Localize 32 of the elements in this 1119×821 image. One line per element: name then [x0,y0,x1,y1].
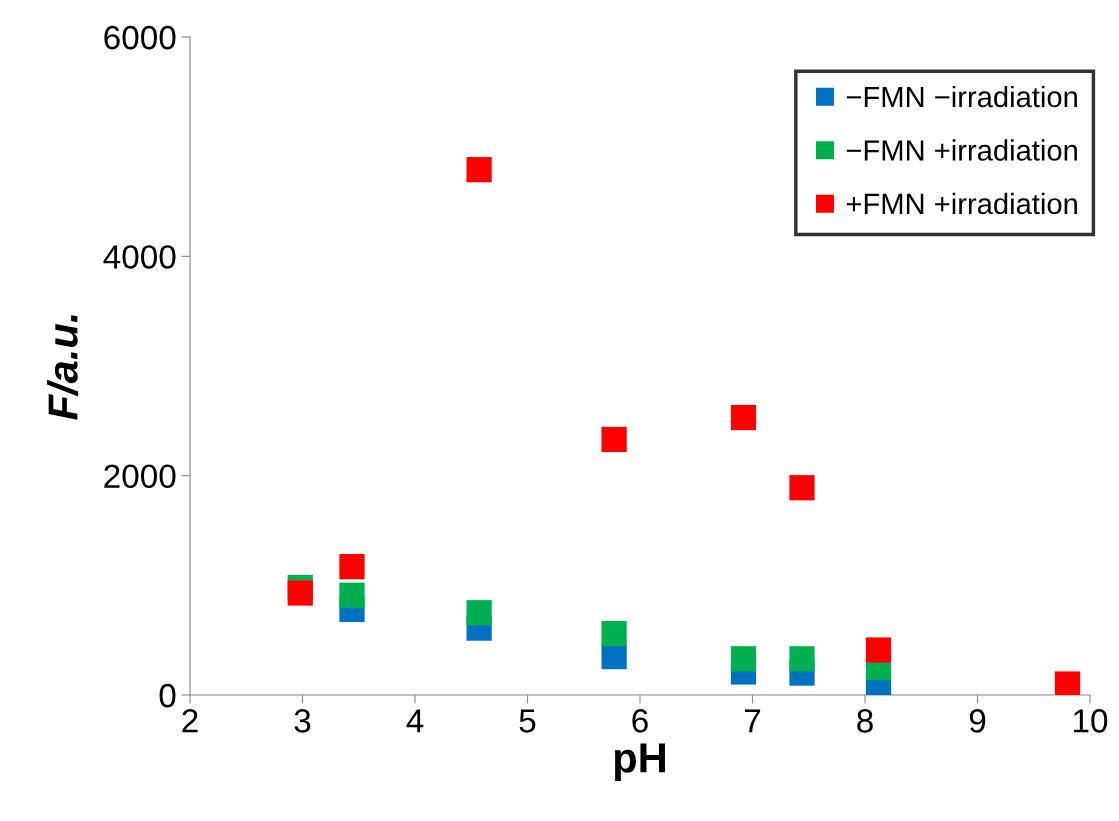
x-tick-label: 10 [1074,709,1108,733]
x-tick-label: 3 [294,709,311,733]
legend-label: +FMN +irradiation [846,192,1077,215]
point [466,157,492,183]
point [789,646,815,672]
legend-label: −FMN +irradiation [846,139,1077,161]
x-tick-label: 6 [632,709,648,733]
point [1054,671,1081,695]
point [865,637,892,663]
point [730,404,757,431]
x-tick-label: 8 [857,709,873,733]
x-tick-label: 4 [406,709,424,733]
y-axis-title: F/a.u. [47,315,79,420]
legend-label: −FMN −irradiation [846,85,1077,108]
point [730,646,757,672]
point [601,620,627,647]
y-tick-label: 2000 [104,464,176,489]
x-tick-label: 5 [519,709,536,733]
point [601,644,627,670]
point [601,426,627,453]
point [339,582,365,608]
point [789,475,815,501]
y-tick-label: 0 [159,683,176,708]
x-tick-label: 9 [969,709,986,733]
x-tick-label: 2 [182,709,198,733]
point [287,580,313,606]
x-tick-label: 7 [744,709,761,733]
y-tick-label: 6000 [104,25,176,50]
y-tick-label: 4000 [103,245,176,269]
x-axis-title: pH [614,743,665,781]
point [466,600,492,626]
point [339,554,365,580]
